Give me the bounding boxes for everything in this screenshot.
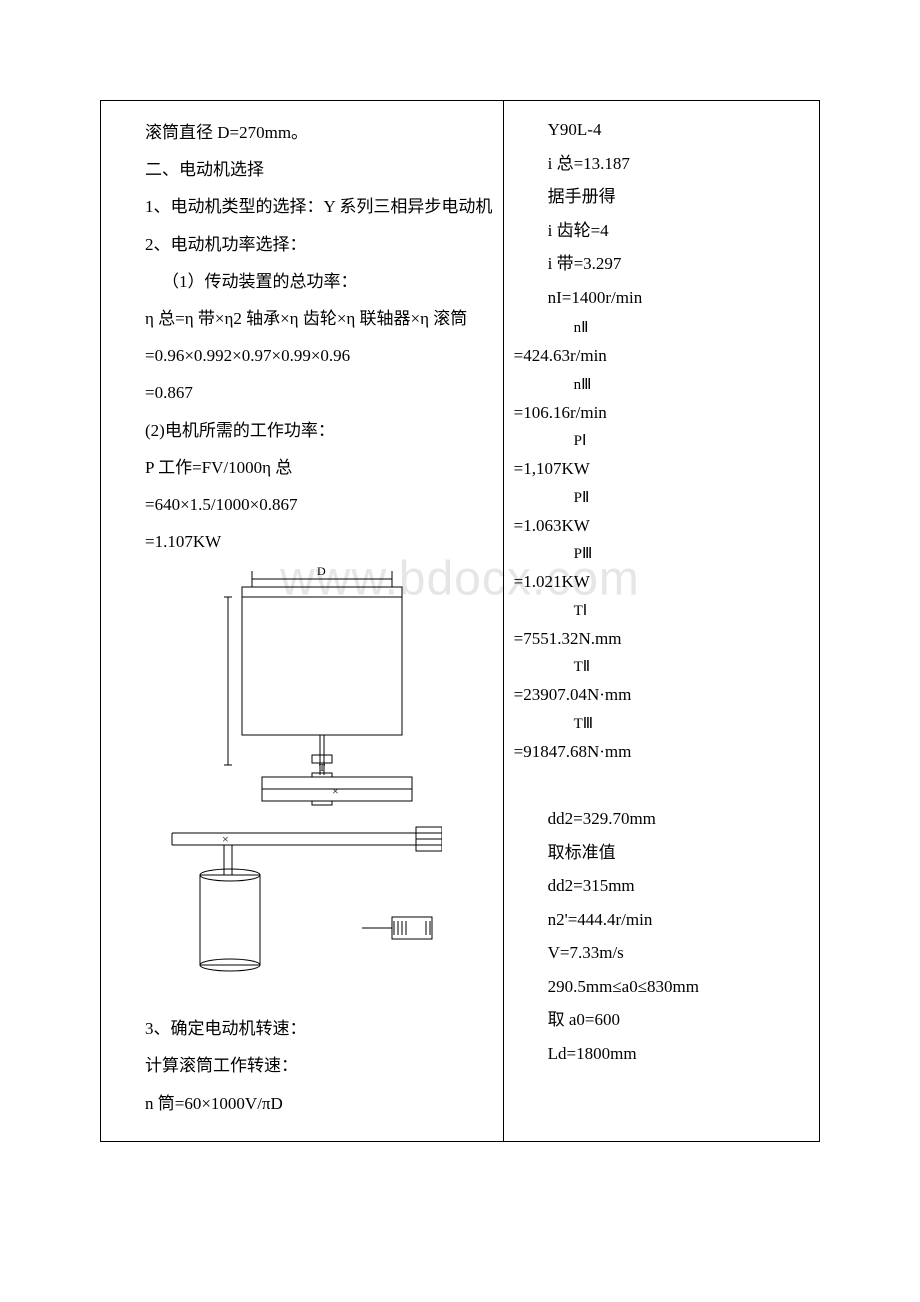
right-n2-label: nⅡ	[514, 318, 809, 337]
left-line-work-power: (2)电机所需的工作功率：	[111, 417, 493, 444]
svg-text:T: T	[319, 763, 325, 774]
left-line-n-formula: n 筒=60×1000V/πD	[111, 1090, 493, 1117]
left-line-section-2: 二、电动机选择	[111, 156, 493, 183]
right-a0-range: 290.5mm≤a0≤830mm	[514, 974, 809, 1000]
right-a0: 取 a0=600	[514, 1007, 809, 1033]
svg-text:×: ×	[332, 784, 339, 798]
right-p3-label: PⅢ	[514, 544, 809, 563]
right-t1: =7551.32N.mm	[514, 626, 809, 652]
right-p2-label: PⅡ	[514, 488, 809, 507]
right-i-total: i 总=13.187	[514, 151, 809, 177]
left-line-drum-speed: 计算滚筒工作转速：	[111, 1052, 493, 1079]
right-t3-label: TⅢ	[514, 714, 809, 733]
right-i-belt: i 带=3.297	[514, 251, 809, 277]
left-line-eta-result: =0.867	[111, 379, 493, 406]
right-t2-label: TⅡ	[514, 657, 809, 676]
left-line-motor-type: 1、电动机类型的选择：Y 系列三相异步电动机	[111, 193, 493, 220]
right-y90l4: Y90L-4	[514, 117, 809, 143]
right-p1: =1,107KW	[514, 456, 809, 482]
right-n3: =106.16r/min	[514, 400, 809, 426]
right-i-gear: i 齿轮=4	[514, 218, 809, 244]
left-line-p-result: =1.107KW	[111, 528, 493, 555]
page-container: www.bdocx.com 滚筒直径 D=270mm。 二、电动机选择 1、电动…	[100, 100, 820, 1142]
right-v: V=7.33m/s	[514, 940, 809, 966]
svg-text:×: ×	[222, 832, 229, 846]
left-line-eta-calc: =0.96×0.992×0.97×0.99×0.96	[111, 342, 493, 369]
right-t1-label: TⅠ	[514, 601, 809, 620]
diagram-label-d: D	[317, 565, 326, 578]
left-line-p-calc: =640×1.5/1000×0.867	[111, 491, 493, 518]
right-ld: Ld=1800mm	[514, 1041, 809, 1067]
right-n2prime: n2'=444.4r/min	[514, 907, 809, 933]
left-line-section-3: 3、确定电动机转速：	[111, 1015, 493, 1042]
left-line-eta-formula: η 总=η 带×η2 轴承×η 齿轮×η 联轴器×η 滚筒	[111, 305, 493, 332]
right-n1: nI=1400r/min	[514, 285, 809, 311]
left-line-drum-diameter: 滚筒直径 D=270mm。	[111, 119, 493, 146]
right-dd2-std: dd2=315mm	[514, 873, 809, 899]
right-n3-label: nⅢ	[514, 375, 809, 394]
left-line-total-power: （1）传动装置的总功率：	[111, 268, 493, 295]
left-column: 滚筒直径 D=270mm。 二、电动机选择 1、电动机类型的选择：Y 系列三相异…	[101, 101, 504, 1142]
right-p3: =1.021KW	[514, 569, 809, 595]
right-handbook: 据手册得	[514, 184, 809, 210]
left-line-p-formula: P 工作=FV/1000η 总	[111, 454, 493, 481]
mechanical-diagram: D	[111, 565, 493, 1005]
right-p2: =1.063KW	[514, 513, 809, 539]
right-std: 取标准值	[514, 840, 809, 866]
right-p1-label: PⅠ	[514, 431, 809, 450]
left-line-motor-power: 2、电动机功率选择：	[111, 231, 493, 258]
right-n2: =424.63r/min	[514, 343, 809, 369]
main-two-column-table: 滚筒直径 D=270mm。 二、电动机选择 1、电动机类型的选择：Y 系列三相异…	[100, 100, 820, 1142]
diagram-svg: D	[162, 565, 442, 1005]
right-t3: =91847.68N·mm	[514, 739, 809, 765]
right-dd2: dd2=329.70mm	[514, 806, 809, 832]
right-column: Y90L-4 i 总=13.187 据手册得 i 齿轮=4 i 带=3.297 …	[503, 101, 819, 1142]
right-t2: =23907.04N·mm	[514, 682, 809, 708]
